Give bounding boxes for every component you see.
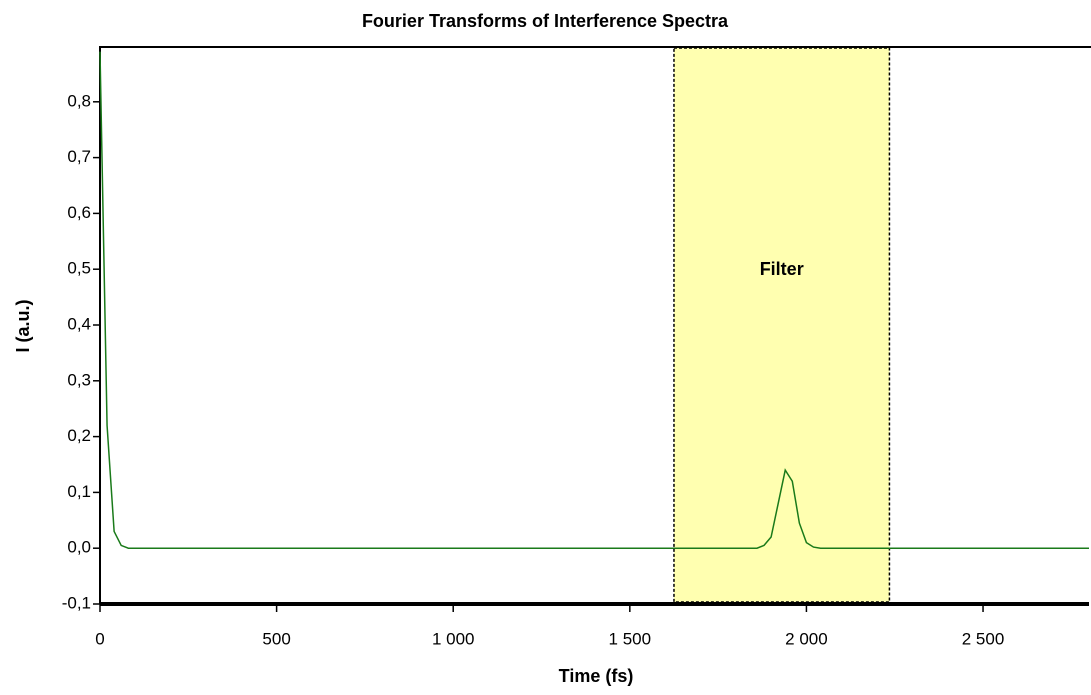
x-tick-label: 0 (95, 629, 104, 648)
y-tick-label: 0,5 (67, 259, 91, 278)
x-tick-label: 2 500 (962, 629, 1005, 648)
y-axis-label: I (a.u.) (13, 299, 33, 352)
x-tick-label: 1 000 (432, 629, 475, 648)
y-tick-label: 0,2 (67, 426, 91, 445)
y-tick-label: 0,4 (67, 314, 91, 333)
chart-title: Fourier Transforms of Interference Spect… (362, 11, 729, 31)
y-tick-label: 0,6 (67, 203, 91, 222)
x-tick-label: 1 500 (609, 629, 652, 648)
y-tick-label: 0,7 (67, 147, 91, 166)
line-series (99, 51, 1089, 549)
y-tick-label: 0,0 (67, 538, 91, 557)
y-tick-label: 0,8 (67, 91, 91, 110)
y-tick-label: 0,3 (67, 370, 91, 389)
x-tick-label: 2 000 (785, 629, 828, 648)
x-tick-label: 500 (262, 629, 290, 648)
x-axis-label: Time (fs) (559, 666, 634, 686)
y-tick-label: 0,1 (67, 482, 91, 501)
filter-region (673, 47, 891, 603)
y-tick-label: -0,1 (62, 593, 91, 612)
filter-label: Filter (760, 259, 804, 279)
